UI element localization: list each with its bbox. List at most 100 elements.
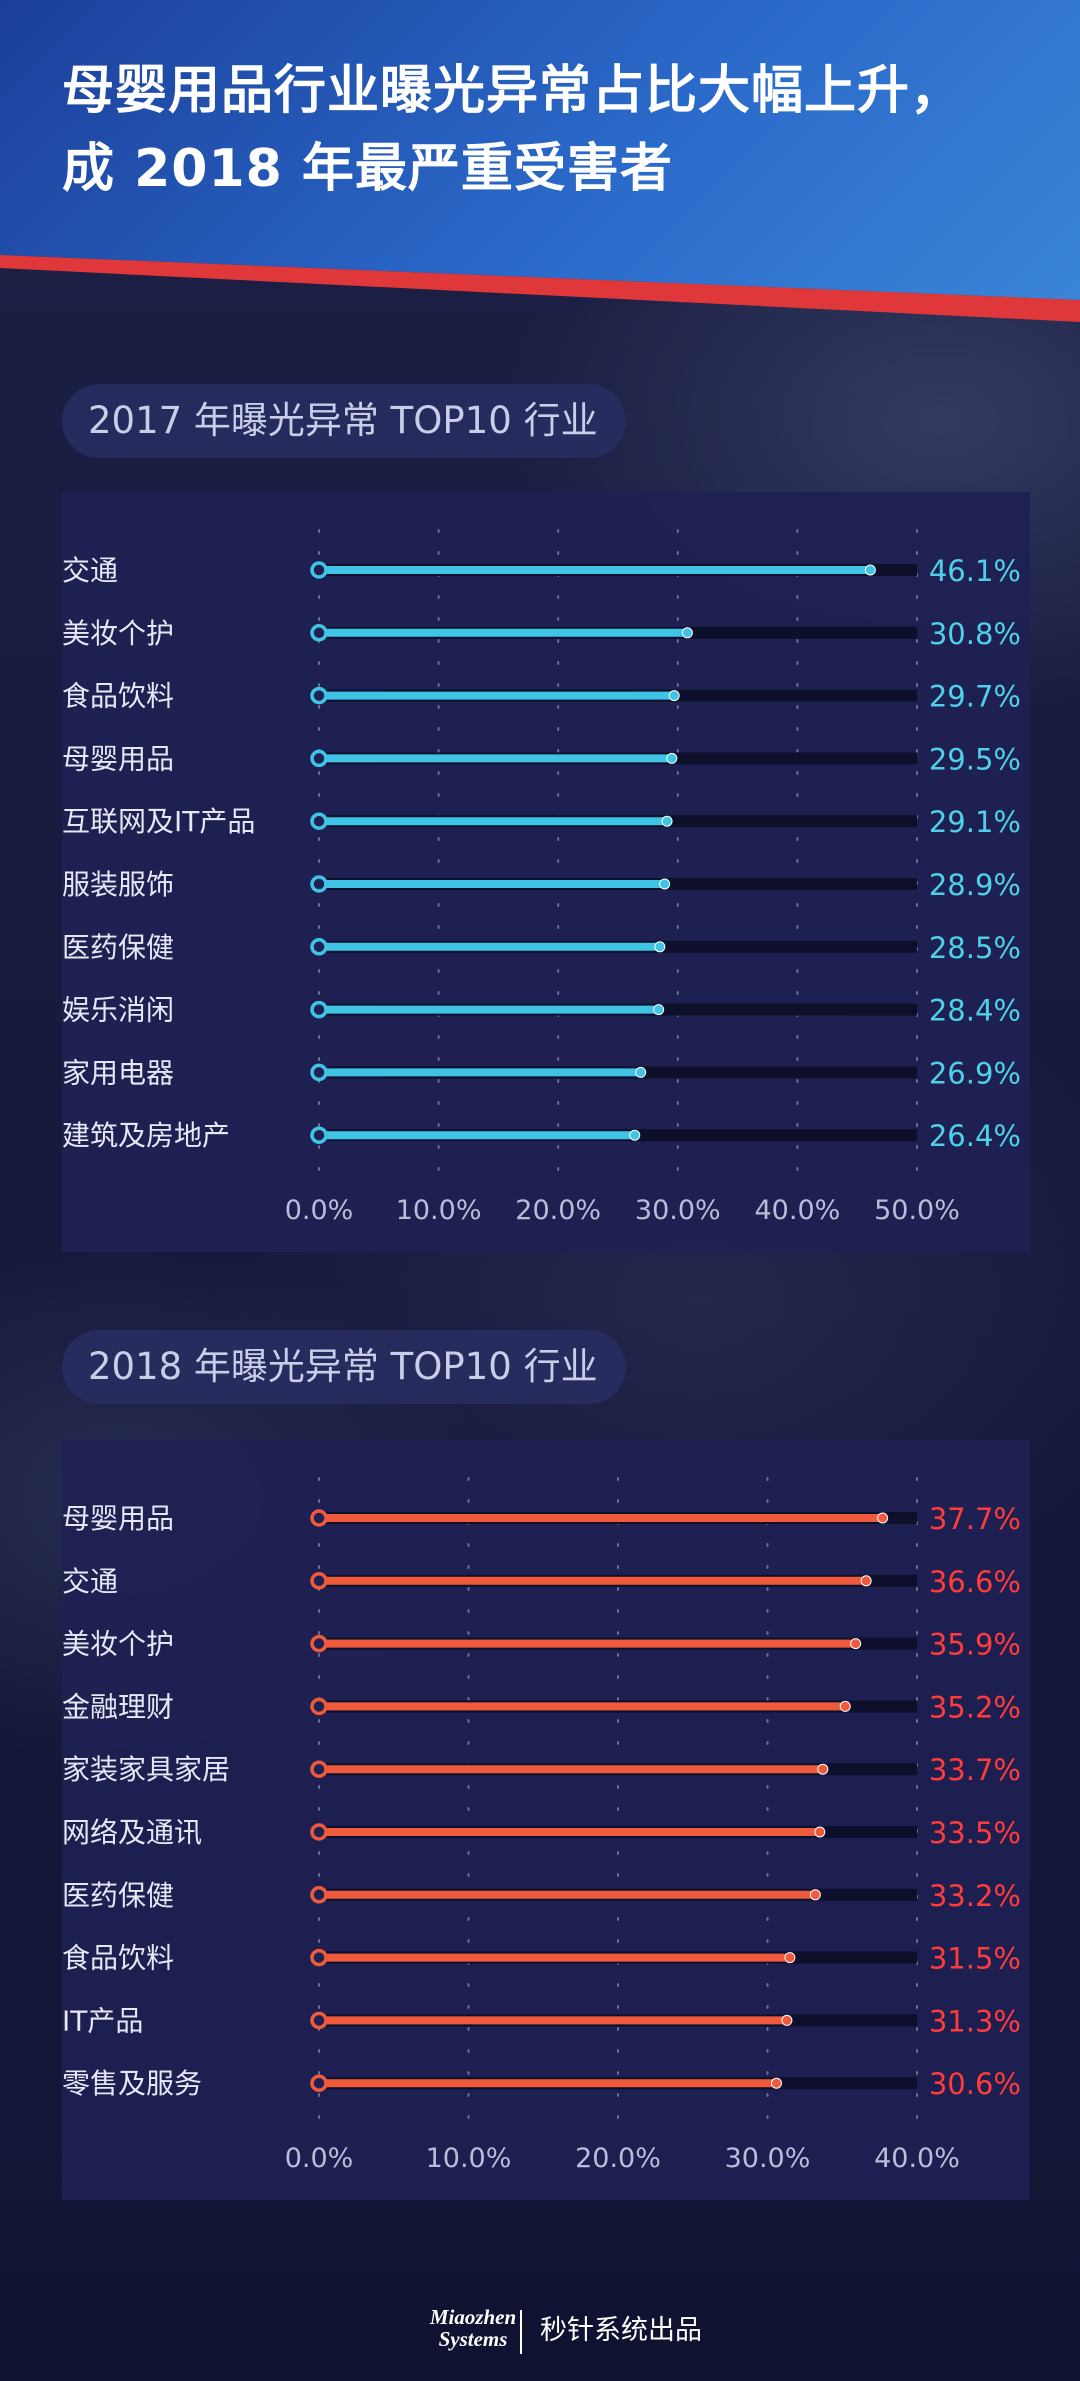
page-title-line-1: 母婴用品行业曝光异常占比大幅上升， <box>62 61 964 121</box>
chart-2017-value-label: 46.1% <box>929 554 1021 588</box>
chart-2018-bar-end-dot <box>850 1638 862 1650</box>
chart-2018-bar <box>319 1765 823 1774</box>
chart-2018-bar-start-dot <box>310 1697 328 1716</box>
chart-2018-value-label: 35.9% <box>929 1628 1021 1662</box>
chart-2018-value-label: 30.6% <box>929 2067 1021 2101</box>
chart-2018-category-label: 家装家具家居 <box>62 1753 230 1786</box>
chart-2017-bar-end-dot <box>635 1066 647 1078</box>
chart-2017-value-label: 29.7% <box>929 680 1021 714</box>
chart-2017-value-label: 26.4% <box>929 1119 1021 1153</box>
chart-2018-bar <box>319 1639 856 1648</box>
chart-2018-category-label: IT产品 <box>62 2004 143 2037</box>
chart-2018-value-label: 31.3% <box>929 2004 1021 2038</box>
chart-2017-bar-start-dot <box>310 812 328 830</box>
chart-2017-category-label: 食品饮料 <box>62 680 174 713</box>
chart-2018-bar-end-dot <box>809 1889 821 1901</box>
chart-2018-value-label: 31.5% <box>929 1942 1021 1976</box>
chart-2018-category-label: 网络及通讯 <box>62 1816 202 1849</box>
chart-2017-bar-end-dot <box>654 941 666 953</box>
chart-2017-bar <box>319 566 871 574</box>
chart-2017-bar-end-dot <box>653 1004 665 1016</box>
chart-2018-value-label: 33.7% <box>929 1753 1021 1787</box>
chart-2018-bar-start-dot <box>310 2011 328 2030</box>
chart-2017-category-label: 美妆个护 <box>62 617 174 650</box>
chart-2018-bar <box>319 1576 867 1585</box>
chart-2018-value-label: 35.2% <box>929 1690 1021 1724</box>
chart-2017-bar <box>319 628 688 637</box>
chart-2018-bar <box>319 2016 787 2025</box>
chart-2018-bar <box>319 1890 816 1899</box>
chart-2017-bar-start-dot <box>310 749 328 768</box>
chart-2017-tick-label: 0.0% <box>285 1195 354 1226</box>
chart-2018-bar <box>319 2079 777 2088</box>
chart-2018-value-label: 37.7% <box>929 1502 1021 1536</box>
chart-2017-bar <box>319 1068 641 1077</box>
chart-2017-bar-end-dot <box>668 690 680 702</box>
chart-2017-bar-start-dot <box>310 1063 328 1082</box>
chart-2018-bar-start-dot <box>310 2074 328 2092</box>
chart-2018-bar-end-dot <box>814 1826 826 1838</box>
chart-2017-tick-label: 10.0% <box>396 1195 482 1226</box>
chart-2017-bar-end-dot <box>681 627 693 639</box>
chart-2018-bar-start-dot <box>310 1760 328 1778</box>
chart-2018-bar-end-dot <box>781 2014 793 2026</box>
chart-2018-bar-end-dot <box>877 1512 889 1524</box>
page-title-line-2: 成 2018 年最严重受害者 <box>62 139 673 199</box>
chart-2017-svg: 0.0% 10.0% 20.0% 30.0% 40.0% 50.0% 交通 46.1% 美妆个护… <box>62 529 1021 1226</box>
chart-2017-category-label: 建筑及房地产 <box>62 1119 230 1152</box>
chart-2018-category-label: 医药保健 <box>62 1879 174 1912</box>
chart-2018-tick-label: 30.0% <box>725 2143 811 2174</box>
chart-2018-tick-label: 20.0% <box>575 2143 661 2174</box>
chart-2017-bar-end-dot <box>661 815 673 827</box>
chart-2017-bar-start-dot <box>310 686 328 705</box>
chart-2018-bar-end-dot <box>770 2077 782 2089</box>
chart-2017-category-label: 母婴用品 <box>62 742 174 775</box>
chart-2018-bar-end-dot <box>784 1952 796 1964</box>
chart-2017-tick-label: 40.0% <box>755 1195 841 1226</box>
chart-2017-category-label: 互联网及IT产品 <box>62 805 255 838</box>
chart-2017-bar-end-dot <box>666 752 678 764</box>
chart-2017-bar <box>319 880 665 888</box>
footer: Miaozhen Systems 秒针系统出品 <box>0 2272 1080 2381</box>
chart-2018-bar-start-dot <box>310 1886 328 1904</box>
chart-2017-category-label: 家用电器 <box>62 1056 174 1089</box>
chart-2017-value-label: 29.5% <box>929 742 1021 776</box>
chart-2017-bar <box>319 1005 659 1014</box>
chart-2017-bar <box>319 1131 635 1140</box>
chart-2017-bar-end-dot <box>659 878 671 890</box>
chart-2018-bar <box>319 1828 820 1836</box>
chart-2018-bar-start-dot <box>310 1634 328 1653</box>
chart-2017-tick-label: 50.0% <box>874 1195 960 1226</box>
chart-2018-value-label: 33.2% <box>929 1879 1021 1913</box>
chart-2017-bar <box>319 942 660 951</box>
chart-2018-category-label: 母婴用品 <box>62 1502 174 1535</box>
chart-2018-value-label: 33.5% <box>929 1816 1021 1850</box>
chart-2018-category-label: 交通 <box>62 1565 118 1598</box>
chart-2017-value-label: 26.9% <box>929 1056 1021 1090</box>
miaozhen-logo: Miaozhen Systems <box>425 2306 521 2350</box>
chart-2018-bar <box>319 1953 790 1962</box>
chart-2018-svg: 0.0% 10.0% 20.0% 30.0% 40.0% 母婴用品 37.7% 交通 36.6%… <box>62 1477 1021 2174</box>
chart-2018-title: 2018 年曝光异常 TOP10 行业 <box>62 1330 626 1404</box>
footer-credit: 秒针系统出品 <box>540 2315 702 2346</box>
chart-2018-panel: 0.0% 10.0% 20.0% 30.0% 40.0% 母婴用品 37.7% 交通 36.6%… <box>62 1440 1030 2200</box>
chart-2018-bar <box>319 1514 883 1522</box>
chart-2017-panel: 0.0% 10.0% 20.0% 30.0% 40.0% 50.0% 交通 46.1% 美妆个护… <box>62 492 1030 1252</box>
chart-2017-category-label: 交通 <box>62 554 118 587</box>
chart-2017-category-label: 医药保健 <box>62 931 174 964</box>
chart-2018-bar-start-dot <box>310 1509 328 1527</box>
chart-2017-bar-end-dot <box>629 1129 641 1141</box>
chart-2017-category-label: 服装服饰 <box>62 868 174 901</box>
chart-2017-bar <box>319 817 668 826</box>
chart-2017-value-label: 28.4% <box>929 994 1021 1028</box>
chart-2018-bar <box>319 1702 846 1711</box>
chart-2017-bar-start-dot <box>310 1000 328 1019</box>
chart-2017-bar-start-dot <box>310 1126 328 1144</box>
chart-2017-category-label: 娱乐消闲 <box>62 994 174 1027</box>
chart-2017-value-label: 28.9% <box>929 868 1021 902</box>
chart-2018-bar-start-dot <box>310 1948 328 1967</box>
chart-2018-bar-end-dot <box>860 1575 872 1587</box>
chart-2017-bar-start-dot <box>310 875 328 893</box>
chart-2017-value-label: 29.1% <box>929 805 1021 839</box>
chart-2018-tick-label: 40.0% <box>874 2143 960 2174</box>
